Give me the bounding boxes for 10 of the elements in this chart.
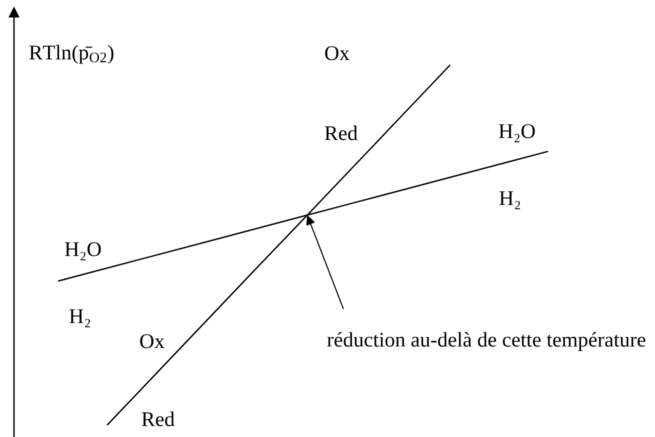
annotation: Red — [142, 412, 175, 426]
annotation: H₂O — [498, 124, 535, 142]
annotation: Ox — [140, 334, 164, 348]
annotation: H₂ — [499, 191, 520, 210]
text: Ox — [325, 46, 350, 60]
annotation: H₂O — [64, 242, 101, 260]
annotation: réduction au-delà de cette température — [327, 332, 646, 351]
annotation: H₂ — [69, 309, 90, 328]
annotation: Red — [324, 126, 358, 140]
y-axis-title: RTln(p̄$_{O2}$) — [29, 44, 114, 64]
